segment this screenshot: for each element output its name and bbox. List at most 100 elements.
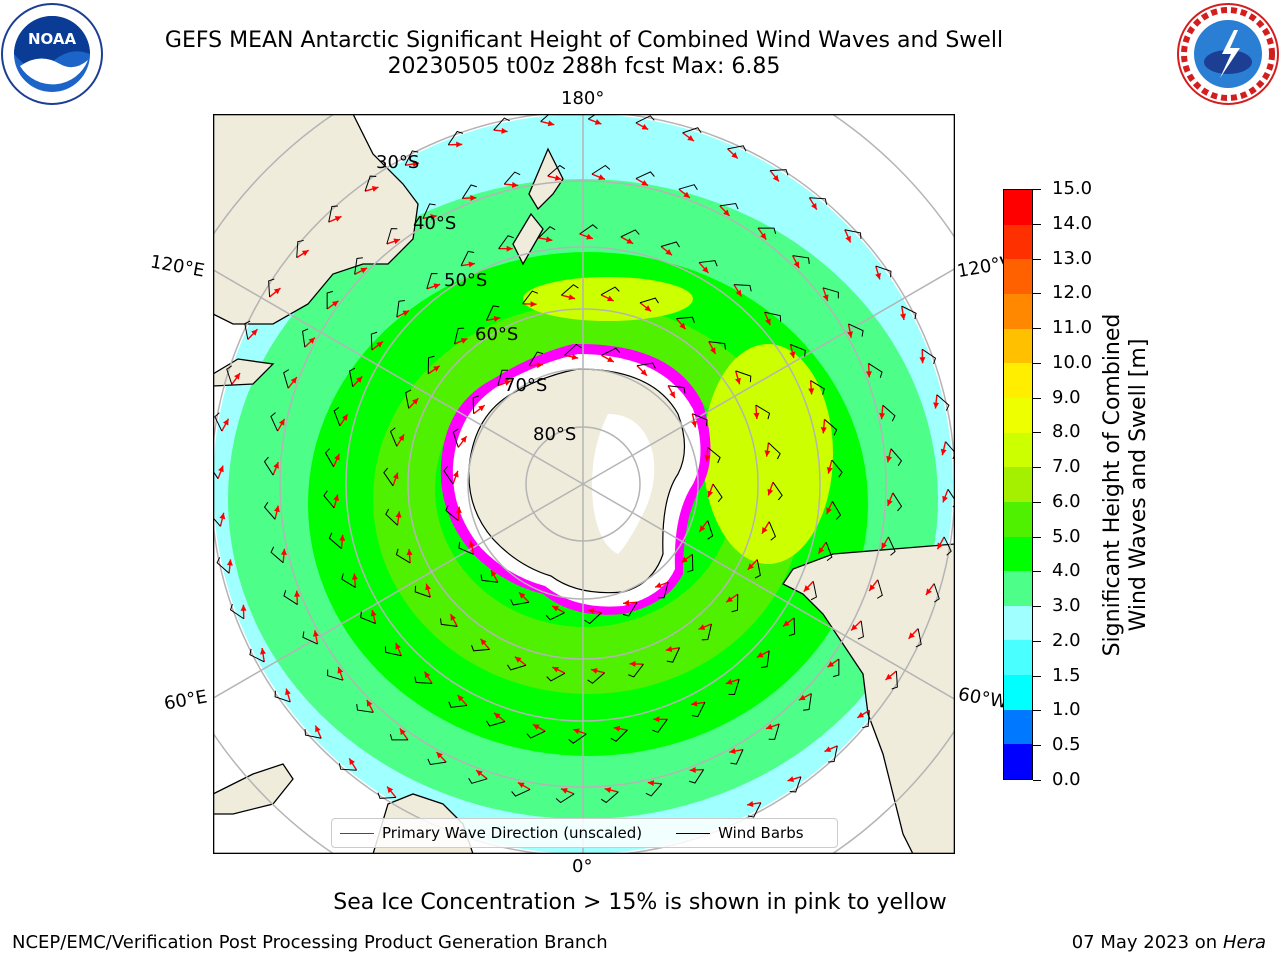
wave-arrow-head [933,402,940,409]
wind-barb [579,224,598,235]
wave-arrow-head [681,556,688,563]
colorbar-tick-label: 0.5 [1052,734,1081,756]
wave-arrow-head [313,630,319,637]
wind-barb [229,603,245,620]
colorbar-segment [1004,744,1032,779]
wind-barb [468,777,488,784]
wave-arrow-head [571,354,579,360]
wave-arrow-head [450,614,457,621]
wave-arrow-head [765,723,773,730]
wave-arrow-head [433,365,440,372]
wave-arrow-head [273,462,279,469]
wind-barb [825,541,833,562]
colorbar-tick-label: 4.0 [1052,560,1081,582]
wind-barb [792,255,810,264]
colorbar-tick-label: 13.0 [1052,247,1093,269]
wind-barb [395,548,411,564]
wave-arrow-head [294,590,301,597]
wind-barb [389,733,408,741]
wind-barb [803,693,812,711]
wave-arrow-head [501,127,508,134]
wind-barb [427,758,447,765]
wave-arrow-head [339,534,346,541]
colorbar-tick-label: 14.0 [1052,212,1093,234]
wave-arrow-head [552,606,559,612]
wave-arrow-head [587,608,595,614]
wind-barb [460,250,475,266]
wave-arrow-head [273,288,281,295]
wave-arrow-head [940,448,947,456]
wind-barb [747,802,762,818]
wave-arrow-head [869,584,876,591]
wave-arrow-head [699,525,706,532]
wave-arrow-head [808,388,815,395]
wind-barb [213,460,219,479]
wind-barb [452,428,459,448]
wind-barb [568,733,587,744]
wave-arrow-head [607,356,614,362]
wave-arrow-head [430,214,437,220]
wind-barb [404,150,419,166]
wave-arrow-head [349,758,355,766]
colorbar-tick [1033,293,1041,295]
colorbar-tick-label: 3.0 [1052,595,1081,617]
colorbar-tick-label: 1.5 [1052,664,1081,686]
wave-arrow-head [493,712,501,719]
colorbar-segment [1004,224,1032,260]
wave-arrow-head [919,357,926,364]
wave-arrow-head [468,261,475,268]
wind-barb [701,623,712,641]
wave-arrow-head [707,490,714,498]
wave-arrow-head [647,780,655,787]
wind-barb [628,663,644,678]
wave-arrow-head [641,124,649,130]
wave-arrow-head [493,315,501,322]
colorbar-tick-label: 11.0 [1052,317,1093,339]
colorbar-tick-label: 1.0 [1052,699,1081,721]
colorbar [1003,189,1033,780]
wind-barb [486,720,506,727]
colorbar-tick [1033,397,1041,399]
wave-arrow-head [827,661,835,668]
colorbar-tick [1033,501,1041,503]
wind-barb [761,650,770,669]
wind-barb [528,351,544,367]
wave-arrow-head [803,585,811,592]
wind-barb [414,585,431,598]
wave-arrow-head [689,766,696,773]
colorbar-segment [1004,190,1032,225]
wind-barb [485,305,500,321]
wind-barb [304,729,322,739]
wave-arrow-head [460,338,468,344]
wave-arrow-head [424,671,431,679]
wave-arrow-head [641,179,649,186]
wave-arrow-head [665,249,673,256]
lat-label-50s: 50°S [444,270,488,291]
wave-arrow-head [333,494,340,501]
colorbar-tick [1033,189,1041,190]
wind-barb [405,389,412,409]
wave-arrow-head [308,337,315,344]
wind-barb [678,184,698,191]
wave-arrow-head [822,294,829,302]
wave-arrow-head [591,667,598,674]
wind-barb [936,394,950,411]
wind-barb [341,573,356,588]
wave-arrow-head [709,347,716,354]
wind-barb [214,412,223,432]
wave-arrow-head [506,245,513,252]
colorbar-tick-label: 6.0 [1052,490,1081,512]
wind-barb [668,385,686,394]
colorbar-tick-label: 7.0 [1052,456,1081,478]
wind-barb [772,481,783,501]
wind-barb [511,788,531,797]
wind-barb [731,594,739,613]
wave-arrow-head [370,609,377,617]
wave-arrow-head [251,329,258,336]
wave-arrow-head [547,120,555,127]
wave-arrow-head [698,624,706,630]
wind-barb [639,297,659,304]
wave-arrow-head [480,638,487,646]
wind-barb [887,536,896,556]
wave-arrow-head [425,583,431,591]
